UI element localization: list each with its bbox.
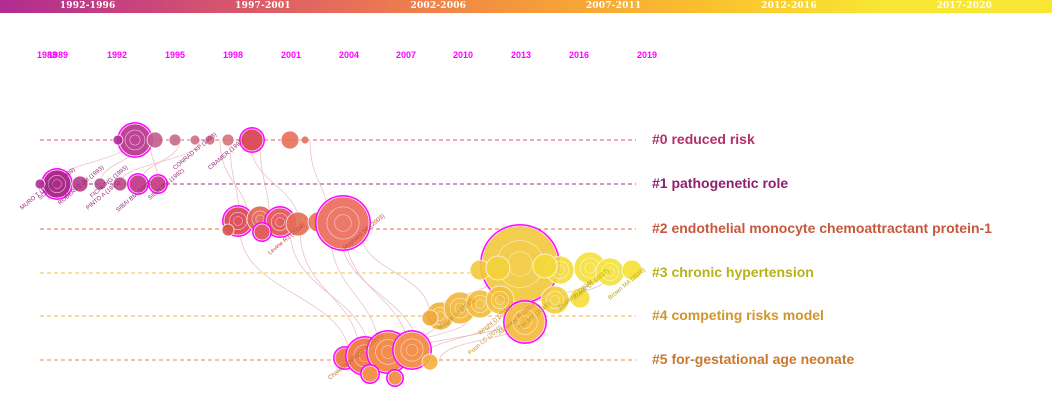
node-core-ring-35 [475,299,485,309]
node-46 [387,370,403,386]
node-45 [361,365,379,383]
node-inner-ring-37 [512,309,538,335]
year-tick-2001: 2001 [280,50,302,60]
node-0 [118,123,152,157]
node-23 [221,223,235,237]
node-core-ring-22 [334,214,352,232]
node-3 [189,134,201,146]
period-5: 2017-2020 [876,0,1052,13]
node-inner-ring-38 [546,291,564,309]
cluster-label-4: #4 competing risks model [652,307,824,323]
node-12 [71,175,89,193]
node-7 [280,130,300,150]
period-3: 2007-2011 [525,0,702,13]
period-4: 2012-2016 [701,0,877,13]
node-inner-ring-0 [124,129,146,151]
node-5 [221,133,235,147]
node-core-ring-29 [584,262,596,274]
node-2 [168,133,182,147]
node-core-ring-37 [518,315,532,329]
year-tick-1988: 1988 [36,50,58,60]
node-core-ring-30 [605,267,615,277]
cluster-label-3: #3 chronic hypertension [652,264,814,280]
node-core-ring-38 [550,295,560,305]
cluster-label-0: #0 reduced risk [652,131,755,147]
node-11 [34,178,46,190]
node-inner-ring-36 [491,291,509,309]
year-axis: 1988 1989 1992 1995 1998 2001 2004 2007 2010 2013… [0,50,1052,64]
period-2: 2002-2006 [350,0,526,13]
node-38 [540,285,570,315]
node-core-ring-36 [495,295,505,305]
node-37 [504,301,546,343]
node-inner-ring-30 [601,263,619,281]
node-8 [300,135,310,145]
year-tick-1995: 1995 [164,50,186,60]
node-4 [204,134,216,146]
node-core-ring-34 [454,302,466,314]
node-36 [485,285,515,315]
year-tick-2019: 2019 [636,50,658,60]
year-tick-1989: 1989 [47,50,69,60]
node-inner-ring-17 [229,212,247,230]
cluster-label-1: #1 pathogenetic role [652,175,789,191]
node-15 [128,174,148,194]
cluster-label-2: #2 endothelial monocyte chemoattractant … [652,220,992,236]
node-1 [146,131,164,149]
node-core-ring-17 [233,216,243,226]
node-40 [569,287,591,309]
link-10 [239,228,351,361]
node-9 [112,134,124,146]
node-6 [240,128,264,152]
period-1: 1997-2001 [175,0,351,13]
year-tick-1998: 1998 [222,50,244,60]
node-core-ring-10 [52,179,62,189]
node-32 [532,253,558,279]
year-tick-2004: 2004 [338,50,360,60]
year-tick-2007: 2007 [395,50,417,60]
time-period-bar: 1992-1996 1997-2001 2002-2006 2007-2011 2012… [0,0,1052,13]
year-tick-1992: 1992 [106,50,128,60]
node-13 [93,177,107,191]
node-16 [149,175,167,193]
node-core-ring-0 [129,134,141,146]
node-core-ring-44 [405,343,419,357]
node-24 [253,223,271,241]
year-tick-2016: 2016 [568,50,590,60]
node-inner-ring-10 [48,175,66,193]
node-inner-ring-22 [326,206,360,240]
year-tick-2013: 2013 [510,50,532,60]
node-39 [421,309,439,327]
period-0: 1992-1996 [0,0,176,13]
year-tick-2010: 2010 [452,50,474,60]
node-31 [621,259,643,281]
node-44 [393,331,431,369]
node-core-ring-19 [275,217,285,227]
node-47 [421,353,439,371]
node-22 [316,196,370,250]
node-inner-ring-44 [400,338,424,362]
cluster-label-5: #5 for-gestational age neonate [652,351,855,367]
node-27 [485,255,511,281]
